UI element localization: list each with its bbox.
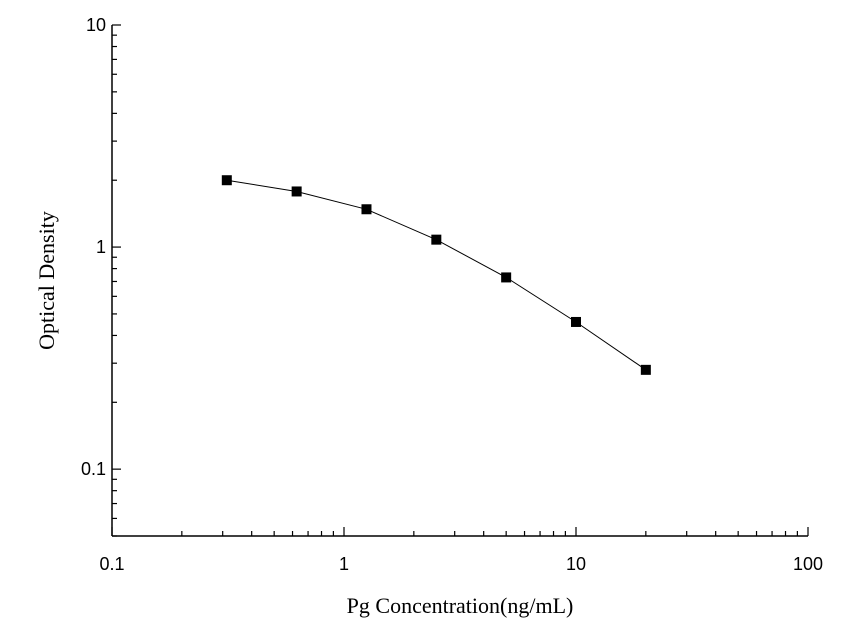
x-axis-title: Pg Concentration(ng/mL) [347, 593, 574, 618]
data-point [221, 175, 232, 186]
y-tick-label: 1 [96, 237, 106, 257]
x-tick-label: 0.1 [99, 554, 124, 574]
data-point [431, 234, 442, 245]
x-tick-label: 10 [566, 554, 586, 574]
tick-labels: 0.1 1 10 100 0.1 1 10 [81, 15, 823, 574]
y-tick-label: 0.1 [81, 459, 106, 479]
data-point [640, 364, 651, 375]
data-point [501, 272, 512, 283]
plot-area [221, 175, 651, 375]
y-tick-label: 10 [86, 15, 106, 35]
data-point [571, 316, 581, 327]
series-line [226, 179, 647, 371]
x-tick-label: 1 [339, 554, 349, 574]
y-axis-title: Optical Density [34, 211, 59, 350]
data-point [361, 204, 372, 215]
axes [111, 25, 808, 537]
data-point [291, 186, 302, 197]
x-tick-label: 100 [793, 554, 823, 574]
ticks [111, 24, 809, 537]
